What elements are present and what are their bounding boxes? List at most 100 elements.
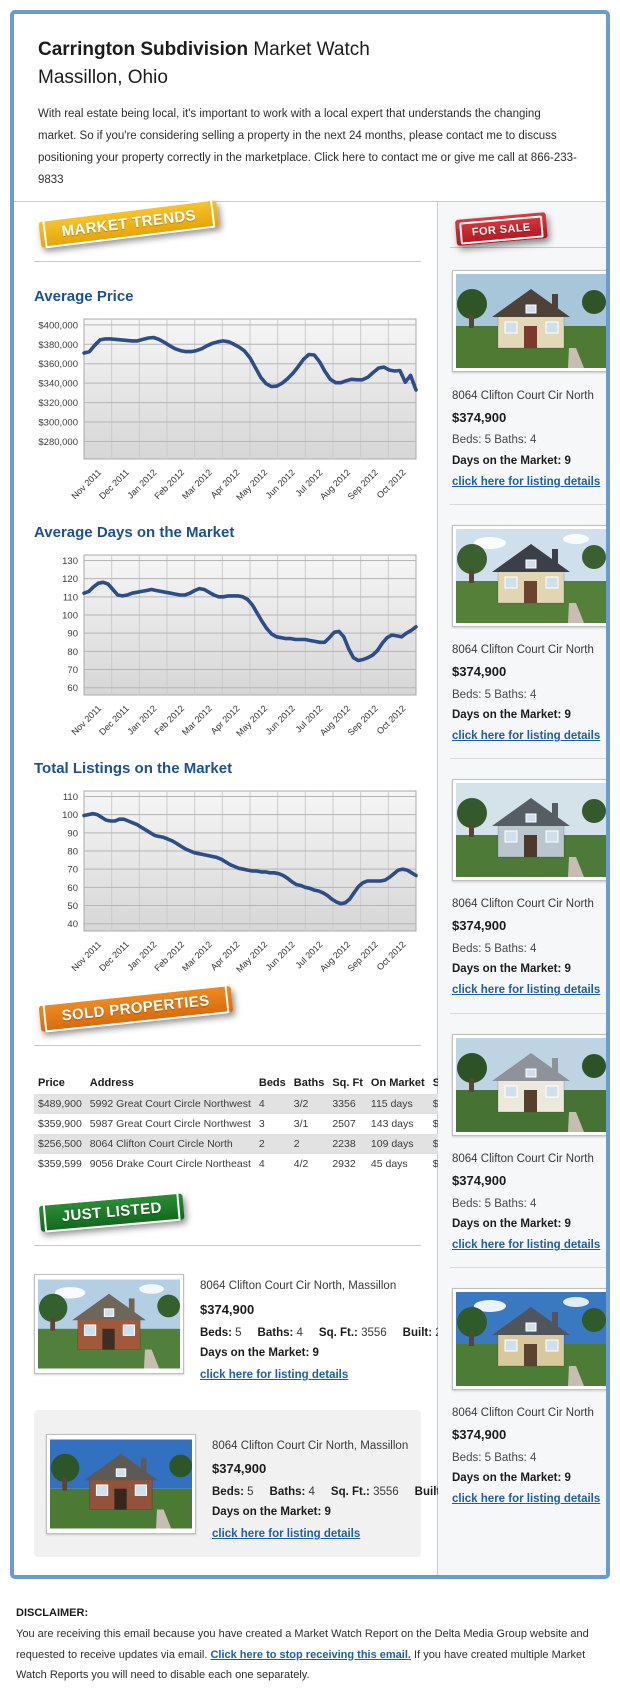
average-price-heading: Average Price — [34, 288, 134, 306]
just-listed-badge-label: JUST LISTED — [42, 1192, 181, 1234]
table-header-cell: Price — [38, 1077, 65, 1090]
svg-text:Sep 2012: Sep 2012 — [346, 704, 380, 738]
table-cell: 4 — [254, 1094, 290, 1115]
table-cell: 109 days — [366, 1134, 429, 1155]
listing-details-link[interactable]: click here for listing details — [452, 475, 601, 488]
table-header-cell: Baths — [293, 1077, 325, 1090]
svg-text:$380,000: $380,000 — [38, 340, 78, 351]
table-cell: $359,900 — [38, 1118, 82, 1131]
listing-address: 8064 Clifton Court Cir North — [452, 1407, 594, 1420]
svg-text:Jun 2012: Jun 2012 — [264, 940, 297, 973]
table-cell: 3/2 — [289, 1094, 329, 1115]
unsubscribe-link[interactable]: Click here to stop receiving this email. — [210, 1648, 411, 1661]
listing-beds-baths: Beds: 5 Baths: 4 — [452, 1451, 537, 1464]
listing-days-on-market: Days on the Market: 9 — [452, 1217, 571, 1230]
svg-text:60: 60 — [67, 883, 78, 894]
listing-beds-baths: Beds: 5 Baths: 4 — [452, 943, 537, 956]
table-cell: 3/1 — [293, 1118, 309, 1131]
table-cell: 4 — [258, 1158, 265, 1171]
svg-text:Dec 2011: Dec 2011 — [97, 468, 131, 502]
svg-text:130: 130 — [62, 556, 78, 567]
for-sale-listing-card: 8064 Clifton Court Cir North $374,900 Be… — [450, 769, 606, 1014]
listing-details-link[interactable]: click here for listing details — [452, 984, 601, 997]
listing-address: 8064 Clifton Court Cir North — [452, 898, 594, 911]
property-photo — [34, 1274, 184, 1375]
svg-text:$360,000: $360,000 — [38, 360, 78, 371]
listing-spec: Beds: 5 — [200, 1326, 242, 1339]
table-header-cell: Sq. Ft — [332, 1077, 363, 1090]
listing-address: 8064 Clifton Court Cir North — [452, 389, 594, 402]
listing-beds-baths: Beds: 5 Baths: 4 — [452, 1197, 537, 1210]
listing-days-on-market: Days on the Market: 9 — [452, 1472, 571, 1485]
just-listed-section-header: JUST LISTED — [34, 1192, 421, 1262]
svg-text:90: 90 — [67, 629, 78, 640]
table-row: $489,900 5992 Great Court Circle Northwes… — [34, 1094, 491, 1115]
table-cell: $489,900 — [34, 1094, 86, 1115]
listing-details-link[interactable]: click here for listing details — [452, 730, 601, 743]
table-cell: 2507 — [332, 1118, 356, 1131]
content-row: MARKET TRENDS Average Price $400,000 $380… — [14, 199, 606, 1575]
just-listed-highlight-box: 8064 Clifton Court Cir North, Massillon … — [34, 1409, 473, 1557]
property-photo — [452, 270, 606, 373]
sold-properties-badge: SOLD PROPERTIES — [38, 984, 233, 1033]
svg-text:110: 110 — [63, 593, 78, 604]
listing-price: $374,900 — [452, 1172, 507, 1188]
svg-text:110: 110 — [63, 792, 78, 803]
for-sale-listing-card: 8064 Clifton Court Cir North $374,900 Be… — [450, 515, 606, 760]
page-title: Carrington Subdivision Market Watch Mass… — [38, 36, 580, 91]
listing-spec: Beds: 5 — [212, 1485, 254, 1498]
table-cell: 2932 — [332, 1158, 356, 1171]
table-cell: 4/2 — [293, 1158, 309, 1171]
page-title-subdivision: Carrington Subdivision — [38, 39, 249, 60]
svg-text:$300,000: $300,000 — [38, 418, 78, 429]
svg-text:Sep 2012: Sep 2012 — [346, 468, 380, 502]
listing-details-link[interactable]: click here for listing details — [452, 1238, 601, 1251]
svg-text:100: 100 — [62, 811, 78, 822]
listing-price: $374,900 — [200, 1302, 255, 1318]
listing-days-on-market: Days on the Market: 9 — [452, 963, 571, 976]
for-sale-listing-card: 8064 Clifton Court Cir North $374,900 Be… — [450, 260, 606, 505]
listing-days-on-market: Days on the Market: 9 — [212, 1506, 331, 1519]
table-cell: 2 — [254, 1134, 290, 1155]
disclaimer-text: You are receiving this email because you… — [16, 1624, 604, 1687]
property-photo — [452, 524, 606, 627]
table-cell: 2238 — [328, 1134, 367, 1155]
table-cell: 8064 Clifton Court Circle North — [85, 1134, 255, 1155]
property-photo — [452, 779, 606, 882]
for-sale-badge: FOR SALE — [454, 212, 548, 247]
market-trends-badge-label: MARKET TRENDS — [42, 199, 216, 249]
table-header-cell: Address — [89, 1077, 134, 1090]
svg-text:60: 60 — [67, 684, 78, 695]
for-sale-listing-card: 8064 Clifton Court Cir North $374,900 Be… — [450, 1278, 606, 1521]
listing-price: $374,900 — [452, 1427, 507, 1443]
page-subtitle: Massillon, Ohio — [38, 66, 168, 88]
just-listed-list: 8064 Clifton Court Cir North, Massillon … — [34, 1274, 473, 1557]
listing-spec: Baths: 4 — [269, 1485, 315, 1498]
intro-paragraph: With real estate being local, it's impor… — [38, 108, 577, 186]
listing-address: 8064 Clifton Court Cir North — [452, 643, 594, 656]
svg-text:70: 70 — [67, 666, 78, 677]
table-row: $359,900 5987 Great Court Circle Northwes… — [34, 1114, 491, 1134]
listing-details-link[interactable]: click here for listing details — [200, 1368, 349, 1381]
listing-beds-baths: Beds: 5 Baths: 4 — [452, 434, 537, 447]
listing-address: 8064 Clifton Court Cir North, Massillon — [212, 1439, 409, 1452]
just-listed-item: 8064 Clifton Court Cir North, Massillon … — [34, 1274, 461, 1385]
table-cell: 2 — [289, 1134, 329, 1155]
svg-text:120: 120 — [62, 575, 78, 586]
table-cell: 3356 — [328, 1094, 367, 1115]
svg-text:Dec 2011: Dec 2011 — [97, 940, 131, 974]
listing-details-link[interactable]: click here for listing details — [452, 1493, 601, 1506]
table-header-cell: On Market — [370, 1077, 425, 1090]
market-trends-badge: MARKET TRENDS — [38, 199, 220, 249]
for-sale-badge-label: FOR SALE — [459, 215, 544, 246]
table-header-cell: Beds — [258, 1077, 286, 1090]
listing-details-link[interactable]: click here for listing details — [212, 1528, 361, 1541]
main-column: MARKET TRENDS Average Price $400,000 $380… — [14, 199, 491, 1575]
for-sale-listing-card: 8064 Clifton Court Cir North $374,900 Be… — [450, 1024, 606, 1268]
property-photo — [46, 1433, 196, 1534]
email-container: Carrington Subdivision Market Watch Mass… — [10, 10, 610, 1579]
listing-price: $374,900 — [452, 409, 507, 425]
disclaimer: DISCLAIMER: You are receiving this email… — [0, 1589, 620, 1694]
listing-beds-baths: Beds: 5 Baths: 4 — [452, 688, 537, 701]
